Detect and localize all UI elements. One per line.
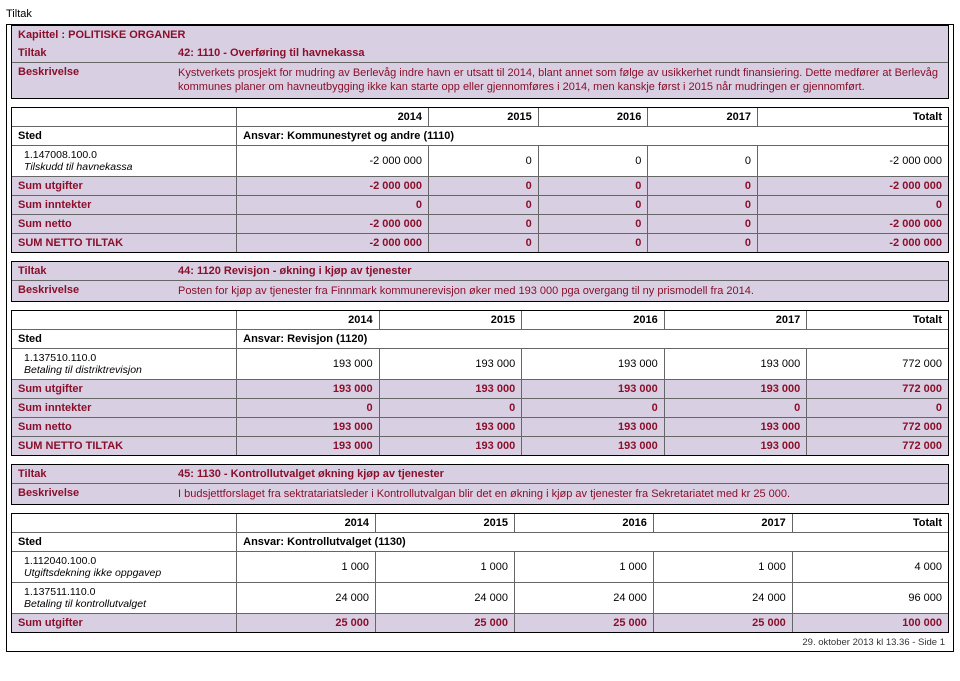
data-box: 2014 2015 2016 2017 Totalt Sted Ansvar: … <box>11 310 949 456</box>
chapter-title: Kapittel : POLITISKE ORGANER <box>12 26 948 44</box>
ansvar-row: Sted Ansvar: Revisjon (1120) <box>12 329 948 348</box>
tiltak-title: 42: 1110 - Overføring til havnekassa <box>172 44 948 62</box>
col-2017: 2017 <box>648 108 758 127</box>
col-2016: 2016 <box>538 108 648 127</box>
desc-row: Beskrivelse I budsjettforslaget fra sekt… <box>12 484 948 504</box>
header-row: 2014 2015 2016 2017 Totalt <box>12 514 948 533</box>
desc-label: Beskrivelse <box>12 484 172 504</box>
header-row: 2014 2015 2016 2017 Totalt <box>12 311 948 330</box>
desc-text: Kystverkets prosjekt for mudring av Berl… <box>172 63 948 98</box>
sum-utgifter-row: Sum utgifter 193 000 193 000 193 000 193… <box>12 379 948 398</box>
sum-netto-row: Sum netto -2 000 000 0 0 0 -2 000 000 <box>12 214 948 233</box>
tiltak-title: 45: 1130 - Kontrollutvalget økning kjøp … <box>172 465 948 483</box>
desc-text: I budsjettforslaget fra sektratariatsled… <box>172 484 948 504</box>
data-box: 2014 2015 2016 2017 Totalt Sted Ansvar: … <box>11 107 949 253</box>
desc-label: Beskrivelse <box>12 281 172 301</box>
tiltak-box: Tiltak 45: 1130 - Kontrollutvalget øknin… <box>11 464 949 505</box>
tiltak-row: Tiltak 42: 1110 - Overføring til havneka… <box>12 44 948 63</box>
data-table: 2014 2015 2016 2017 Totalt Sted Ansvar: … <box>12 311 948 455</box>
sum-netto-tiltak-row: SUM NETTO TILTAK -2 000 000 0 0 0 -2 000… <box>12 233 948 252</box>
sum-netto-tiltak-row: SUM NETTO TILTAK 193 000 193 000 193 000… <box>12 436 948 455</box>
data-box: 2014 2015 2016 2017 Totalt Sted Ansvar: … <box>11 513 949 633</box>
cell: -2 000 000 <box>758 145 948 176</box>
tiltak-label: Tiltak <box>12 465 172 483</box>
sted-label: Sted <box>12 126 237 145</box>
chapter-box: Kapittel : POLITISKE ORGANER Tiltak 42: … <box>11 25 949 99</box>
cell: -2 000 000 <box>237 145 429 176</box>
col-2015: 2015 <box>429 108 539 127</box>
tiltak-title: 44: 1120 Revisjon - økning i kjøp av tje… <box>172 262 948 280</box>
sum-utgifter-row: Sum utgifter 25 000 25 000 25 000 25 000… <box>12 614 948 633</box>
page-footer: 29. oktober 2013 kl 13.36 - Side 1 <box>802 637 945 648</box>
table-row: 1.112040.100.0Utgiftsdekning ikke oppgav… <box>12 552 948 583</box>
tiltak-box: Tiltak 44: 1120 Revisjon - økning i kjøp… <box>11 261 949 302</box>
page-frame: Kapittel : POLITISKE ORGANER Tiltak 42: … <box>6 24 954 652</box>
tiltak-label: Tiltak <box>12 44 172 62</box>
cell: 0 <box>648 145 758 176</box>
col-total: Totalt <box>758 108 948 127</box>
sum-netto-row: Sum netto 193 000 193 000 193 000 193 00… <box>12 417 948 436</box>
desc-row: Beskrivelse Kystverkets prosjekt for mud… <box>12 63 948 98</box>
header-row: 2014 2015 2016 2017 Totalt <box>12 108 948 127</box>
tiltak-row: Tiltak 44: 1120 Revisjon - økning i kjøp… <box>12 262 948 281</box>
desc-text: Posten for kjøp av tjenester fra Finnmar… <box>172 281 948 301</box>
table-row: 1.137510.110.0Betaling til distriktrevis… <box>12 348 948 379</box>
desc-label: Beskrivelse <box>12 63 172 98</box>
cell: 0 <box>538 145 648 176</box>
ansvar-text: Ansvar: Kommunestyret og andre (1110) <box>237 126 948 145</box>
cell: 0 <box>429 145 539 176</box>
sum-utgifter-row: Sum utgifter -2 000 000 0 0 0 -2 000 000 <box>12 176 948 195</box>
col-2014: 2014 <box>237 108 429 127</box>
data-table: 2014 2015 2016 2017 Totalt Sted Ansvar: … <box>12 514 948 632</box>
sum-inntekter-row: Sum inntekter 0 0 0 0 0 <box>12 398 948 417</box>
data-table: 2014 2015 2016 2017 Totalt Sted Ansvar: … <box>12 108 948 252</box>
table-row: 1.147008.100.0Tilskudd til havnekassa -2… <box>12 145 948 176</box>
doc-title: Tiltak <box>6 6 954 24</box>
ansvar-row: Sted Ansvar: Kommunestyret og andre (111… <box>12 126 948 145</box>
desc-row: Beskrivelse Posten for kjøp av tjenester… <box>12 281 948 301</box>
tiltak-row: Tiltak 45: 1130 - Kontrollutvalget øknin… <box>12 465 948 484</box>
table-row: 1.137511.110.0Betaling til kontrollutval… <box>12 583 948 614</box>
ansvar-row: Sted Ansvar: Kontrollutvalget (1130) <box>12 533 948 552</box>
sum-inntekter-row: Sum inntekter 0 0 0 0 0 <box>12 195 948 214</box>
line-label: 1.147008.100.0Tilskudd til havnekassa <box>12 145 237 176</box>
tiltak-label: Tiltak <box>12 262 172 280</box>
